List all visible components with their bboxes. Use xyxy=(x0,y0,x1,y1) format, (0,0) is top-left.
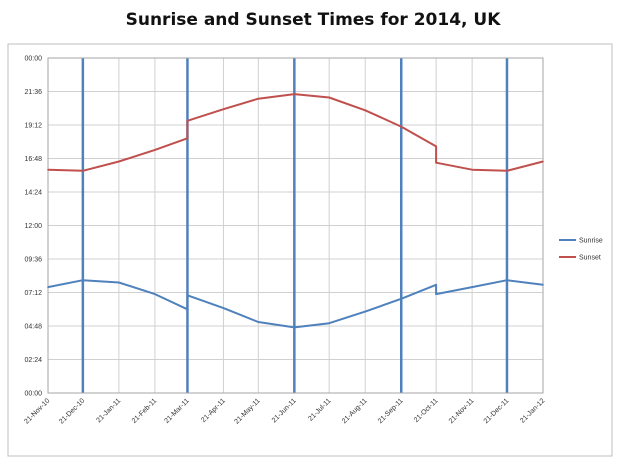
x-tick-label: 21-Jan-12 xyxy=(519,397,546,424)
data-point-sunset xyxy=(471,168,473,171)
y-tick-label: 07:12 xyxy=(24,290,42,297)
data-point-sunrise xyxy=(506,279,508,281)
data-point-sunset xyxy=(257,97,260,100)
y-tick-label: 00:00 xyxy=(24,56,42,63)
x-tick-label: 21-Sep-11 xyxy=(377,397,405,425)
data-point-sunset xyxy=(222,108,225,110)
data-point-sunset xyxy=(293,93,296,95)
legend-label-sunset: Sunset xyxy=(579,255,601,262)
plot-border xyxy=(47,57,544,394)
x-tick-label: 21-Nov-10 xyxy=(23,397,51,425)
data-point-sunset xyxy=(47,168,49,171)
y-axis-ticks: 00:00 02:24 04:48 07:12 09:36 12:00 14:24 16:48… xyxy=(24,56,42,398)
data-point-sunset xyxy=(435,145,437,148)
legend-label-sunrise: Sunrise xyxy=(579,238,603,245)
plot-area xyxy=(47,57,544,394)
data-point-sunrise xyxy=(186,308,189,311)
data-point-sunset xyxy=(82,170,84,172)
x-tick-label: 21-Mar-11 xyxy=(163,397,190,424)
data-point-sunset xyxy=(400,125,403,128)
data-point-sunrise xyxy=(400,297,403,300)
data-point-sunset xyxy=(186,120,189,122)
data-point-sunset xyxy=(186,137,189,140)
x-tick-label: 21-Aug-11 xyxy=(341,397,369,425)
x-tick-label: 21-Jul-11 xyxy=(307,397,332,422)
y-tick-label: 00:00 xyxy=(24,391,42,398)
y-tick-label: 19:12 xyxy=(24,123,42,130)
data-point-sunrise xyxy=(154,293,156,295)
y-tick-label: 21:36 xyxy=(24,89,42,96)
y-tick-label: 16:48 xyxy=(24,156,42,163)
y-tick-label: 09:36 xyxy=(24,257,42,264)
x-tick-label: 21-Apr-11 xyxy=(200,397,227,424)
data-point-sunrise xyxy=(82,279,84,281)
data-point-sunrise xyxy=(435,293,437,295)
x-tick-label: 21-Dec-11 xyxy=(483,397,511,425)
x-tick-label: 21-Jun-11 xyxy=(271,397,298,424)
y-tick-label: 02:24 xyxy=(24,357,42,364)
data-point-sunset xyxy=(328,96,330,99)
data-point-sunrise xyxy=(257,321,260,323)
chart-frame xyxy=(7,43,613,457)
data-point-sunrise xyxy=(47,286,49,288)
data-point-sunrise xyxy=(471,286,473,288)
data-point-sunrise xyxy=(435,284,437,286)
data-point-sunrise xyxy=(118,281,120,284)
y-tick-label: 04:48 xyxy=(24,324,42,331)
data-point-sunset xyxy=(118,160,120,163)
data-point-sunrise xyxy=(364,310,367,313)
x-tick-label: 21-Oct-11 xyxy=(413,397,440,424)
data-point-sunset xyxy=(542,160,544,163)
y-tick-label: 14:24 xyxy=(24,190,42,197)
y-tick-label: 12:00 xyxy=(24,223,42,230)
x-tick-label: 21-Nov-11 xyxy=(448,397,476,425)
x-axis-ticks: 21-Nov-10 21-Dec-10 21-Jan-11 21-Feb-11 21-M… xyxy=(23,397,546,425)
x-tick-label: 21-Feb-11 xyxy=(131,397,158,424)
legend: Sunrise Sunset xyxy=(559,238,603,262)
data-point-sunrise xyxy=(328,322,330,325)
data-point-sunset xyxy=(506,170,508,172)
data-point-sunrise xyxy=(222,307,225,309)
data-point-sunset xyxy=(435,161,437,164)
vertical-markers xyxy=(81,58,509,393)
data-point-sunset xyxy=(154,149,156,151)
chart-title: Sunrise and Sunset Times for 2014, UK xyxy=(125,10,501,30)
data-point-sunset xyxy=(364,109,367,112)
data-point-sunrise xyxy=(293,326,296,329)
x-tick-label: 21-Jan-11 xyxy=(95,397,122,424)
series-lines xyxy=(47,93,544,329)
data-point-sunrise xyxy=(542,284,544,286)
data-point-sunrise xyxy=(186,294,189,297)
x-tick-label: 21-May-11 xyxy=(233,397,261,425)
x-tick-label: 21-Dec-10 xyxy=(58,397,86,425)
